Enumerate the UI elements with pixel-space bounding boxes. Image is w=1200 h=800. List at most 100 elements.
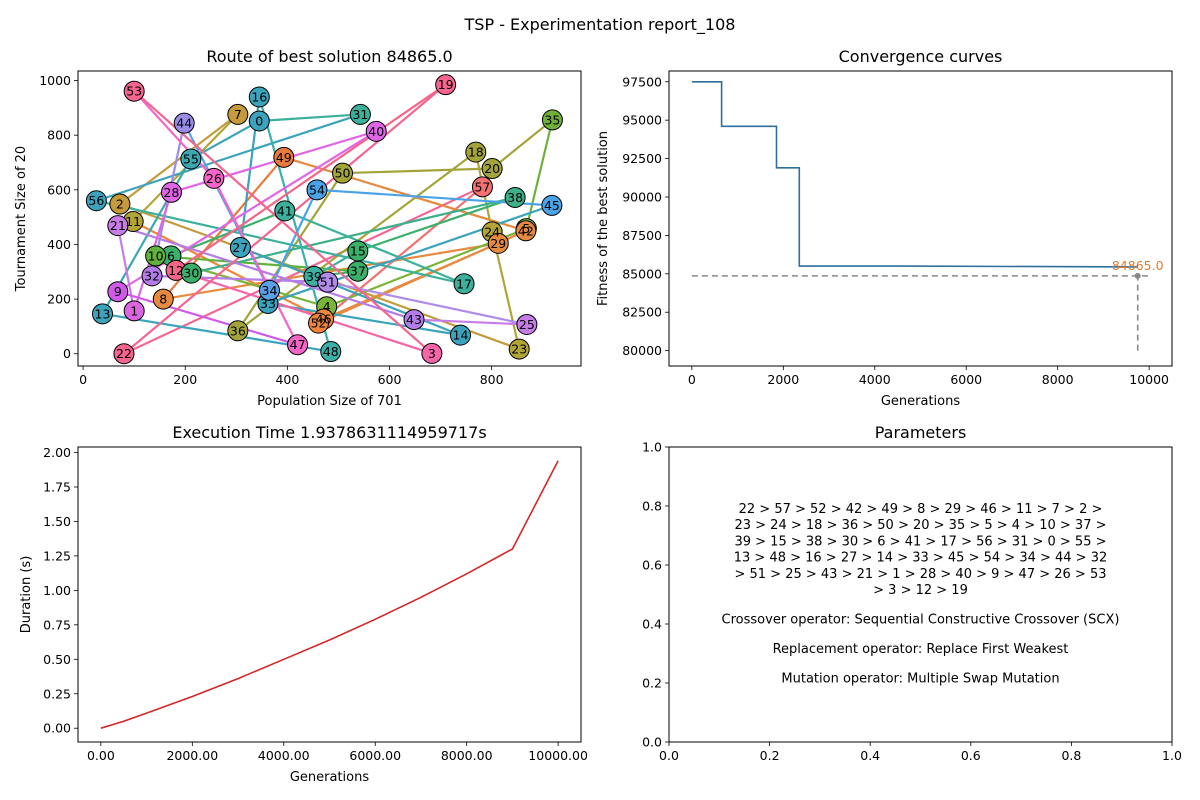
y-tick-label: 0.75 (43, 617, 71, 632)
y-tick-label: 80000 (622, 343, 662, 358)
axes-title: Convergence curves (839, 47, 1003, 66)
city-node (541, 194, 563, 216)
city-node (227, 103, 249, 125)
axes-title: Route of best solution 84865.0 (206, 47, 452, 66)
y-tick-label: 1.75 (43, 479, 71, 494)
route-edge (491, 118, 554, 170)
x-tick-label: 0 (79, 372, 87, 387)
city-node (123, 300, 145, 322)
city-label: 15 (350, 244, 366, 259)
city-node (435, 74, 457, 96)
y-tick-label: 200 (47, 292, 71, 307)
city-label: 7 (234, 107, 242, 122)
parameters-text-line: 23 > 24 > 18 > 36 > 50 > 20 > 35 > 5 > 4… (734, 518, 1106, 533)
parameters-text-line: Crossover operator: Sequential Construct… (722, 613, 1120, 628)
axes-frame (77, 70, 582, 367)
axes-title: Execution Time 1.9378631114959717s (172, 423, 486, 442)
y-tick-label: 0.00 (43, 721, 71, 736)
city-label: 21 (110, 218, 126, 233)
y-tick-label: 2.00 (43, 445, 71, 460)
x-tick-label: 2000.00 (166, 748, 218, 763)
route-edge (283, 209, 466, 285)
city-label: 19 (438, 77, 454, 92)
parameters-text-line: Replacement operator: Replace First Weak… (773, 642, 1069, 657)
parameters-text-line: 39 > 15 > 38 > 30 > 6 > 41 > 17 > 56 > 3… (734, 534, 1106, 549)
route-edge (266, 302, 462, 337)
y-tick-label: 1.00 (43, 583, 71, 598)
x-tick-label: 0.0 (659, 748, 679, 763)
y-tick-label: 87500 (622, 228, 662, 243)
city-node (145, 245, 167, 267)
plot-area (691, 81, 1150, 351)
city-label: 1 (130, 303, 138, 318)
city-node (453, 273, 475, 295)
city-node (180, 148, 202, 170)
city-node (504, 186, 526, 208)
city-label: 48 (323, 344, 339, 359)
route-edge (236, 172, 344, 332)
y-tick-label: 0.8 (642, 499, 662, 514)
x-tick-label: 0.2 (760, 748, 780, 763)
city-label: 14 (453, 328, 469, 343)
city-label: 56 (88, 193, 104, 208)
y-tick-label: 800 (47, 128, 71, 143)
city-node (274, 200, 296, 222)
city-node (227, 320, 249, 342)
city-node (109, 193, 131, 215)
city-label: 49 (276, 150, 292, 165)
city-label: 29 (490, 236, 506, 251)
y-tick-label: 0.0 (642, 735, 662, 750)
city-label: 28 (163, 185, 179, 200)
y-tick-label: 90000 (622, 189, 662, 204)
x-tick-label: 0.4 (860, 748, 880, 763)
city-label: 43 (406, 312, 422, 327)
city-node (421, 342, 443, 364)
y-axis-label: Duration (s) (19, 556, 34, 634)
best-value-label: 84865.0 (1112, 258, 1164, 273)
city-label: 41 (277, 203, 293, 218)
city-label: 3 (428, 346, 436, 361)
city-node (248, 86, 270, 108)
city-node (203, 167, 225, 189)
x-axis-label: Generations (290, 770, 370, 785)
series-line (100, 460, 559, 729)
route-edge (258, 113, 362, 123)
city-node (258, 279, 280, 301)
x-tick-label: 0 (688, 372, 696, 387)
city-label: 27 (232, 240, 248, 255)
route-edge (116, 290, 299, 346)
city-label: 18 (468, 145, 484, 160)
city-label: 30 (183, 266, 199, 281)
city-label: 52 (311, 316, 327, 331)
city-node (516, 313, 538, 335)
parameters-text-line: 22 > 57 > 52 > 42 > 49 > 8 > 29 > 46 > 1… (739, 502, 1103, 517)
city-node (229, 236, 251, 258)
route-edge (341, 167, 494, 175)
city-node (403, 309, 425, 331)
city-node (347, 260, 369, 282)
city-node (160, 181, 182, 203)
city-node (320, 341, 342, 363)
route-edge (95, 113, 362, 202)
route-edge (174, 269, 433, 355)
route-edge (412, 318, 528, 326)
city-node (449, 324, 471, 346)
route-edge (174, 83, 447, 272)
series-line (691, 81, 1138, 268)
city-label: 46 (316, 312, 332, 327)
route-edge (356, 196, 517, 253)
y-tick-label: 92500 (622, 151, 662, 166)
y-tick-label: 1000 (39, 73, 71, 88)
city-node (107, 281, 129, 303)
city-node (471, 176, 493, 198)
x-tick-label: 0.00 (87, 748, 115, 763)
x-tick-label: 4000.00 (258, 748, 310, 763)
city-label: 16 (251, 89, 267, 104)
city-label: 33 (260, 296, 276, 311)
city-node (107, 215, 129, 237)
y-tick-label: 85000 (622, 266, 662, 281)
city-label: 40 (368, 124, 384, 139)
y-axis-label: Fitness of the best solution (596, 131, 611, 306)
